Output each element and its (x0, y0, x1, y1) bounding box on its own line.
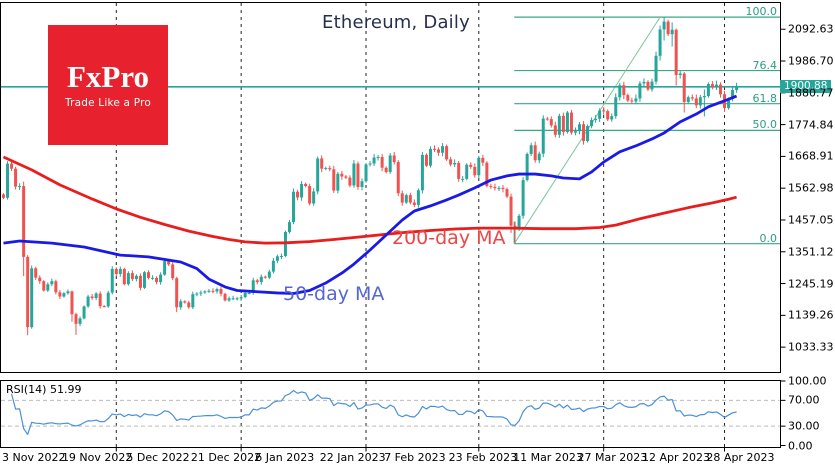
rsi-axis-tick: 70.00 (788, 393, 820, 407)
price-axis-tick: 1245.19 (788, 277, 834, 291)
date-axis-tick: 6 Jan 2023 (255, 451, 315, 464)
price-axis-tick: 1774.84 (788, 118, 834, 132)
price-axis-tick: 2092.63 (788, 22, 834, 36)
fib-level-label: 61.8 (752, 91, 778, 105)
price-axis-tick: 1668.91 (788, 149, 834, 163)
chart-title: Ethereum, Daily (322, 12, 470, 33)
fib-level-label: 100.0 (745, 5, 778, 19)
date-axis-tick: 27 Mar 2023 (577, 451, 648, 464)
date-axis-tick: 19 Nov 2022 (61, 451, 133, 464)
date-axis-tick: 22 Jan 2023 (319, 451, 386, 464)
fib-level-label: 50.0 (752, 118, 778, 132)
rsi-axis-tick: 100.00 (788, 374, 827, 388)
rsi-indicator-label: RSI(14) 51.99 (6, 383, 82, 396)
date-axis-tick: 3 Nov 2022 (2, 451, 66, 464)
date-axis-tick: 23 Feb 2023 (448, 451, 518, 464)
rsi-axis-tick: 0.00 (788, 439, 813, 452)
date-axis-tick: 28 Apr 2023 (706, 451, 775, 464)
price-axis-tick: 1880.77 (788, 86, 834, 100)
price-axis-tick: 1986.70 (788, 54, 834, 68)
current-price-badge: 1900.88 (780, 79, 832, 94)
rsi-axis-tick: 30.00 (788, 419, 820, 433)
price-axis-tick: 1457.05 (788, 213, 834, 227)
fib-level-label: 76.4 (752, 58, 778, 72)
price-axis-tick: 1562.98 (788, 181, 834, 195)
ma200-label: 200-day MA (392, 227, 506, 249)
price-axis-tick: 1033.33 (788, 340, 834, 354)
fib-level-label: 0.0 (759, 231, 778, 245)
fxpro-logo-wordmark: FxPro (66, 58, 150, 94)
date-axis-tick: 12 Apr 2023 (641, 451, 710, 464)
ma50-label: 50-day MA (283, 283, 385, 305)
price-axis-tick: 1139.26 (788, 308, 834, 322)
fxpro-logo-tagline: Trade Like a Pro (65, 96, 151, 109)
date-axis-tick: 11 Mar 2023 (513, 451, 583, 464)
price-axis-tick: 1351.12 (788, 245, 834, 259)
fxpro-logo: FxPro Trade Like a Pro (48, 25, 168, 145)
date-axis-tick: 5 Dec 2022 (126, 451, 190, 464)
date-axis-tick: 21 Dec 2022 (190, 451, 262, 464)
date-axis-tick: 7 Feb 2023 (384, 451, 446, 464)
